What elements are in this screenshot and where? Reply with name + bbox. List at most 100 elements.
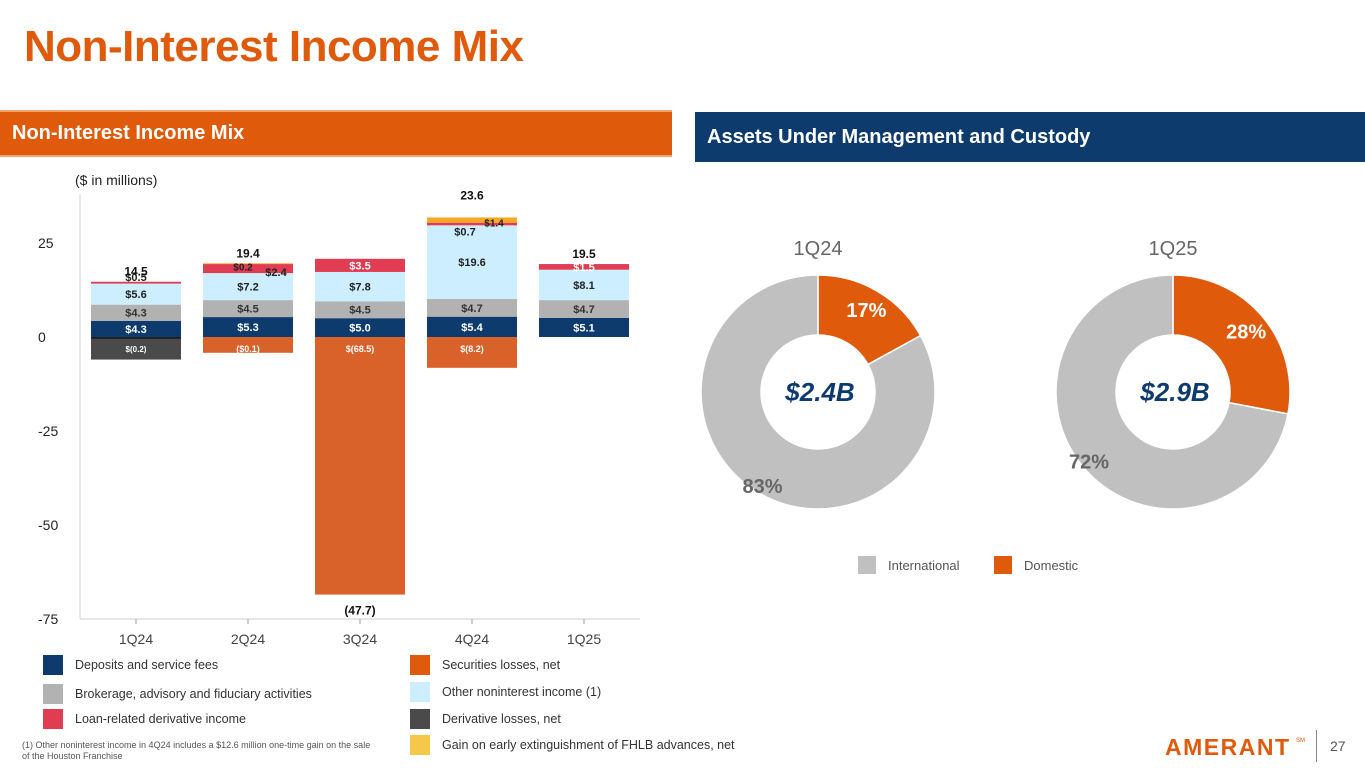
data-label-other: $7.8: [349, 282, 370, 294]
legend-label-deposits: Deposits and service fees: [75, 658, 219, 672]
bar-segment-loan_derivative: [427, 222, 517, 226]
data-label-deposits: $5.1: [573, 322, 594, 334]
data-label-deposits: $5.4: [461, 322, 483, 334]
bar-segment-securities: [203, 337, 293, 353]
data-label-deposits: $5.3: [237, 322, 258, 334]
data-label-loan_derivative: $2.4: [265, 267, 287, 279]
bar-segment-deposits: [539, 317, 629, 337]
data-label-loan_derivative: $3.5: [349, 260, 370, 272]
data-label-gain: $1.4: [484, 218, 504, 229]
bar-segment-derivative_losses: [91, 337, 181, 360]
page-number: 27: [1330, 738, 1346, 754]
bar-segment-gain: [203, 263, 293, 265]
bar-segment-deposits: [315, 318, 405, 337]
bar-segment-brokerage: [427, 299, 517, 317]
y-tick-label: -25: [38, 423, 58, 439]
bar-total-label: 19.4: [236, 246, 260, 260]
bar-total-label: (47.7): [344, 604, 375, 618]
data-label-other: $5.6: [125, 289, 146, 301]
legend-swatch-other: [410, 682, 430, 702]
data-label-other: $8.1: [573, 280, 594, 292]
bar-segment-deposits: [203, 317, 293, 337]
legend-derivative-losses: Derivative losses, net: [410, 709, 561, 729]
page-title: Non-Interest Income Mix: [24, 22, 524, 71]
amerant-logo: AMERANT SM: [1165, 734, 1305, 758]
donut-legend-international: International: [858, 556, 960, 574]
data-label-securities: ($0.1): [236, 344, 260, 354]
donut-slice-label-international: 72%: [1069, 451, 1109, 473]
legend-securities: Securities losses, net: [410, 655, 560, 675]
data-label-brokerage: $4.7: [573, 304, 594, 316]
donut-legend-swatch-domestic: [994, 556, 1012, 574]
bar-segment-other: [427, 225, 517, 300]
bar-segment-loan_derivative: [91, 281, 181, 284]
data-label-loan_derivative: $0.5: [125, 272, 146, 284]
logo-wordmark: AMERANT: [1165, 734, 1291, 758]
logo-service-mark: SM: [1296, 738, 1305, 744]
data-label-securities: $(68.5): [346, 344, 375, 354]
bar-segment-other: [539, 269, 629, 301]
stacked-bar-chart: 25 0 -25 -50 -75 1Q24 2Q24 3Q24 4Q24 1Q25 $4.3 $4.3…: [38, 188, 640, 647]
legend-brokerage: Brokerage, advisory and fiduciary activi…: [43, 684, 312, 704]
bar-segment-gain: [427, 217, 517, 223]
donut-slice-international: [1055, 274, 1289, 510]
legend-label-other: Other noninterest income (1): [442, 685, 602, 699]
bar-segment-brokerage: [203, 300, 293, 318]
data-label-securities: $(8.2): [460, 344, 484, 354]
bar-segment-deposits: [91, 320, 181, 337]
donut-slice-domestic: [1172, 274, 1291, 415]
bar-segment-other: [315, 271, 405, 302]
legend-other: Other noninterest income (1): [410, 682, 601, 702]
donut-legend-label-international: International: [888, 557, 960, 573]
bar-segment-brokerage: [315, 301, 405, 319]
bar-segment-loan_derivative: [539, 264, 629, 270]
donut-slice-international: [700, 274, 936, 510]
data-label-deposits: $4.3: [125, 324, 146, 336]
y-tick-label: 25: [38, 235, 54, 251]
donut-slice-label-domestic: 17%: [846, 300, 886, 322]
logo-divider: [1316, 730, 1317, 762]
section-header-income-mix: Non-Interest Income Mix: [0, 110, 672, 157]
legend-gain: Gain on early extinguishment of FHLB adv…: [410, 735, 735, 755]
legend-label-brokerage: Brokerage, advisory and fiduciary activi…: [75, 687, 312, 701]
bar-segment-loan_derivative: [203, 264, 293, 274]
legend-swatch-brokerage: [43, 684, 63, 704]
data-label-brokerage: $4.5: [237, 304, 258, 316]
x-tick-label: 2Q24: [231, 631, 265, 647]
section-header-aum-label: Assets Under Management and Custody: [707, 125, 1091, 148]
data-label-brokerage: $4.3: [125, 308, 146, 320]
bar-total-label: 19.5: [572, 247, 596, 261]
bar-segment-brokerage: [539, 300, 629, 318]
donut-total-label: $2.4B: [784, 377, 854, 407]
bar-segment-loan_derivative: [315, 258, 405, 272]
legend-label-loan-derivative: Loan-related derivative income: [75, 712, 246, 726]
y-tick-label: -50: [38, 517, 58, 533]
y-tick-label: 0: [38, 329, 46, 345]
bar-segment-other: [91, 283, 181, 305]
legend-swatch-securities: [410, 655, 430, 675]
legend-swatch-loan-derivative: [43, 709, 63, 729]
data-label-loan_derivative: $1.5: [573, 262, 594, 274]
bar-segment-deposits: [427, 316, 517, 337]
legend-label-derivative-losses: Derivative losses, net: [442, 712, 561, 726]
data-label-other: $19.6: [458, 257, 486, 269]
data-label-derivative_losses: $(0.2): [126, 345, 147, 354]
units-note: ($ in millions): [75, 172, 158, 188]
x-tick-label: 1Q25: [567, 631, 601, 647]
y-tick-label: -75: [38, 611, 58, 627]
legend-swatch-derivative-losses: [410, 709, 430, 729]
data-label-gain: $0.2: [233, 262, 253, 273]
data-label-brokerage: $4.5: [349, 305, 370, 317]
donut-charts: 1Q24 17% 83% $2.4B 1Q25 28% 72% $2.9B: [700, 238, 1291, 510]
donut-legend-domestic: Domestic: [994, 556, 1078, 574]
donut-legend-swatch-international: [858, 556, 876, 574]
legend-label-securities: Securities losses, net: [442, 658, 561, 672]
donut-slice-label-domestic: 28%: [1226, 321, 1266, 343]
donut-total-label: $2.9B: [1139, 377, 1209, 407]
data-label-loan_derivative: $0.7: [454, 227, 475, 239]
bar-total-label: 14.5: [124, 265, 148, 279]
legend-deposits: Deposits and service fees: [43, 655, 218, 675]
donut-legend-label-domestic: Domestic: [1024, 557, 1079, 573]
x-tick-label: 1Q24: [119, 631, 153, 647]
x-tick-label: 4Q24: [455, 631, 489, 647]
